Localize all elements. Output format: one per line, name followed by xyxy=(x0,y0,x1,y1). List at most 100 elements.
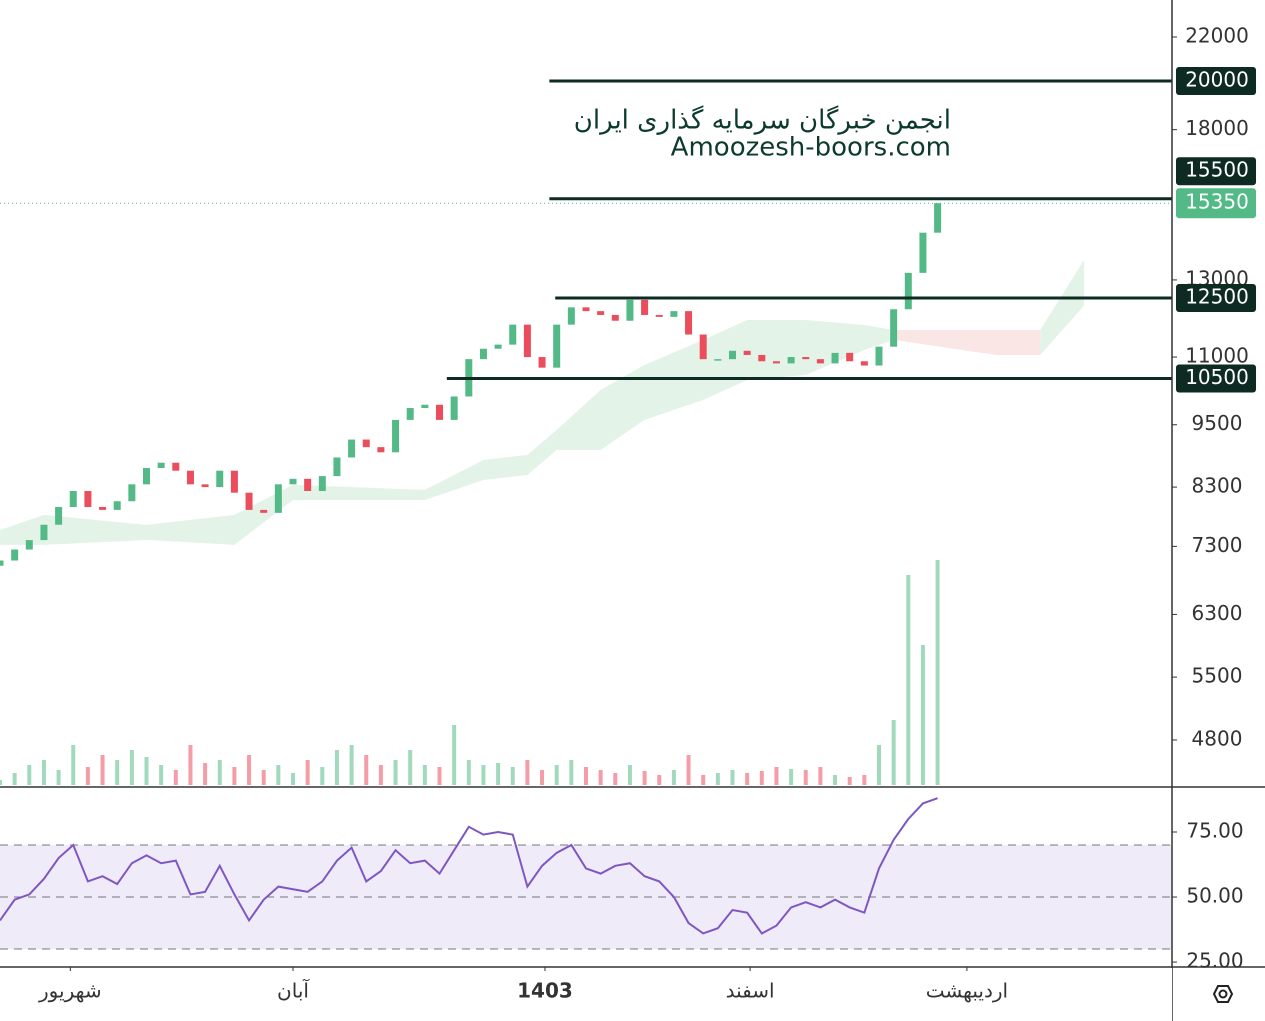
volume-bar xyxy=(378,765,383,785)
volume-bar xyxy=(85,767,90,785)
candle xyxy=(597,311,605,315)
candle xyxy=(567,307,575,325)
volume-bar xyxy=(27,765,32,785)
volume-bar xyxy=(496,763,501,785)
candle xyxy=(69,491,77,507)
candle xyxy=(201,484,209,488)
volume-bar xyxy=(481,765,486,785)
level-label-box xyxy=(1176,67,1256,96)
volume-bar xyxy=(584,767,588,785)
volume-bar xyxy=(71,745,76,785)
candle xyxy=(172,462,180,471)
volume-bar xyxy=(320,767,325,785)
y-tick-label: 22000 xyxy=(1185,23,1249,47)
candle xyxy=(509,324,517,345)
volume-bar xyxy=(510,767,515,785)
volume-bar xyxy=(759,771,764,785)
volume-bar xyxy=(129,750,134,785)
volume-bar xyxy=(422,765,427,785)
volume-bar xyxy=(232,767,237,785)
cloud xyxy=(1040,259,1085,355)
volume-bar xyxy=(642,771,647,785)
candle xyxy=(641,299,649,315)
volume-bar xyxy=(847,777,852,785)
level-label-box xyxy=(1176,157,1256,186)
candle xyxy=(904,272,912,310)
volume-bar xyxy=(56,770,61,785)
volume-bar xyxy=(0,780,2,785)
volume-bar xyxy=(803,770,808,785)
candle xyxy=(113,501,121,510)
volume-bar xyxy=(906,575,911,785)
candle xyxy=(274,484,282,513)
settings-icon[interactable] xyxy=(1212,985,1234,1003)
candle xyxy=(11,549,19,561)
candle xyxy=(186,470,194,485)
candle xyxy=(582,307,590,312)
volume-bar xyxy=(115,760,120,785)
volume-bar xyxy=(935,560,940,785)
candle xyxy=(743,350,751,355)
candle xyxy=(55,506,63,525)
level-label: 15500 xyxy=(1185,158,1249,182)
cloud xyxy=(0,320,894,545)
candle xyxy=(318,476,326,492)
candle xyxy=(450,396,458,420)
y-tick-label: 6300 xyxy=(1192,601,1243,625)
candle xyxy=(553,324,561,368)
volume-bar xyxy=(173,770,178,785)
plot xyxy=(0,79,1172,785)
candle xyxy=(479,348,487,360)
volume-bar xyxy=(920,645,925,785)
axis-bg xyxy=(0,968,1172,1021)
volume-bar xyxy=(891,720,896,785)
volume-bar xyxy=(100,755,105,785)
volume-bar xyxy=(569,760,574,785)
y-tick-label: 8300 xyxy=(1192,474,1243,498)
candle xyxy=(84,491,92,507)
volume-bar xyxy=(144,757,149,785)
candle xyxy=(670,311,678,317)
volume-bar xyxy=(393,760,398,785)
volume-bar xyxy=(12,773,17,785)
y-tick-label: 11000 xyxy=(1185,344,1249,368)
volume-bar xyxy=(613,773,618,785)
volume-bar xyxy=(745,773,750,785)
volume-bar xyxy=(701,775,706,785)
candle xyxy=(362,439,370,448)
volume-bar xyxy=(671,770,676,785)
rsi-tick-label: 25.00 xyxy=(1186,949,1243,973)
volume-bar xyxy=(540,770,545,785)
candle xyxy=(157,462,165,469)
candle xyxy=(128,484,136,502)
candle xyxy=(421,404,429,409)
candle xyxy=(802,357,810,360)
candle xyxy=(392,419,400,453)
x-tick-label: اردیبهشت xyxy=(926,979,1008,1003)
candle xyxy=(377,447,385,453)
volume-bar xyxy=(305,760,310,785)
volume-bar xyxy=(554,765,559,785)
candle xyxy=(934,203,942,233)
volume-bar xyxy=(364,755,369,785)
volume-bar xyxy=(730,770,735,785)
volume-bar xyxy=(203,763,208,785)
candle xyxy=(143,468,150,485)
volume-bar xyxy=(159,765,164,785)
candle xyxy=(846,352,854,362)
candle xyxy=(304,478,312,492)
volume-bar xyxy=(877,745,881,785)
volume-bar xyxy=(452,725,457,785)
candle xyxy=(40,524,48,541)
candle xyxy=(333,457,341,477)
volume-bar xyxy=(291,773,295,785)
volume-bar xyxy=(789,769,794,785)
x-tick-label: شهریور xyxy=(38,979,102,1003)
candle xyxy=(831,352,839,364)
candle xyxy=(875,346,883,366)
candle xyxy=(216,470,224,488)
watermark: Amoozesh-boors.com xyxy=(671,133,951,163)
candle xyxy=(538,357,546,368)
rsi-tick-label: 50.00 xyxy=(1186,884,1243,908)
volume-bar xyxy=(686,755,691,785)
